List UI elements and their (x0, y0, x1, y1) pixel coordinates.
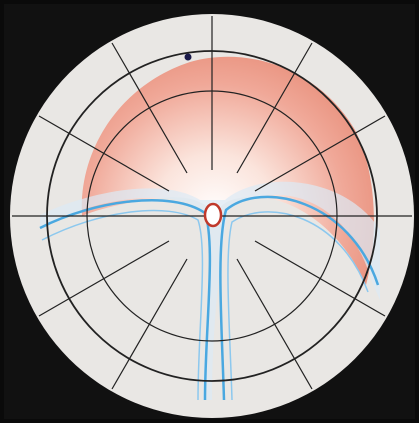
radial-line (111, 258, 188, 390)
warm-region (81, 56, 374, 286)
field (39, 56, 380, 401)
grid (12, 16, 412, 390)
right-contour (219, 195, 380, 401)
radial-line (236, 42, 313, 174)
point-marker (184, 53, 192, 61)
radial-line (254, 115, 386, 192)
radial-line (111, 42, 188, 174)
radial-line (38, 240, 170, 317)
center-marker (203, 202, 223, 228)
radial-line (38, 115, 170, 192)
radial-line (254, 240, 386, 317)
right-contour-inner (227, 211, 369, 401)
radial-line (236, 258, 313, 390)
left-contour-inner (41, 209, 204, 401)
